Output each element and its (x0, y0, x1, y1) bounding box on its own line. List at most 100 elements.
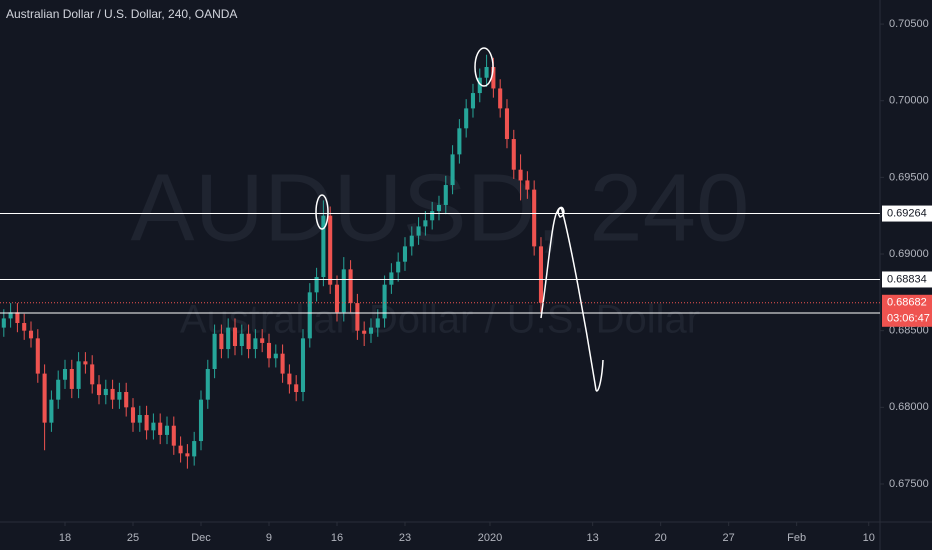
candle-body (246, 333, 251, 350)
candle-body (436, 204, 442, 212)
candle-body (498, 88, 503, 109)
candle-body (375, 318, 380, 328)
candle-body (457, 128, 462, 155)
candle-body (144, 414, 149, 431)
candle-body (382, 284, 387, 319)
x-tick-label: 23 (399, 532, 411, 544)
candle-body (416, 226, 421, 236)
candle-body (15, 312, 20, 324)
candle-body (117, 391, 122, 400)
candle-body (151, 422, 156, 431)
y-tick-label: 0.69000 (889, 248, 929, 260)
x-tick-label: 2020 (478, 532, 502, 544)
candle-body (396, 261, 401, 273)
candle-body (198, 399, 204, 442)
candle-body (273, 353, 278, 359)
candle-body (42, 373, 47, 423)
x-tick-label: Dec (191, 532, 211, 544)
candle-body (348, 269, 353, 304)
candle-body (56, 379, 61, 400)
x-tick-label: 10 (863, 532, 875, 544)
candle-body (232, 327, 238, 347)
candle-body (443, 185, 448, 205)
y-tick-label: 0.67500 (889, 478, 929, 490)
candle-body (69, 369, 74, 389)
candle-body (137, 414, 142, 423)
x-tick-label: 20 (655, 532, 667, 544)
candle-body (8, 312, 13, 319)
candle-body (294, 384, 299, 392)
hand-drawing (315, 47, 604, 392)
candle-body (423, 220, 428, 227)
x-tick-label: 25 (127, 532, 139, 544)
arrow-annotation (540, 206, 604, 392)
candle-body (477, 77, 482, 94)
price-label-box (882, 271, 932, 288)
y-tick-label: 0.68500 (889, 325, 929, 337)
candle-body (450, 154, 455, 186)
y-tick-label: 0.69500 (889, 171, 929, 183)
candle-body (430, 211, 435, 221)
candle-body (164, 425, 170, 435)
candle-body (192, 441, 197, 457)
candle-body (532, 189, 537, 247)
y-tick-label: 0.70500 (889, 18, 929, 30)
price-label: 0.68834 (887, 273, 927, 285)
candle-body (300, 338, 306, 392)
candle-body (158, 422, 163, 435)
candle-body (328, 215, 333, 285)
candle-body (484, 66, 489, 78)
candle-body (253, 338, 258, 350)
candle-body (103, 388, 108, 396)
candle-body (334, 284, 340, 313)
candle-body (185, 453, 190, 457)
candle-body (389, 272, 394, 285)
candle-body (368, 327, 374, 334)
candle-body (402, 246, 408, 262)
candle-body (49, 399, 54, 423)
circle-annotation (315, 194, 329, 230)
candle-body (518, 169, 523, 181)
candle-body (504, 108, 510, 140)
candle-body (110, 388, 115, 400)
candle-body (525, 180, 530, 190)
candle-body (22, 323, 27, 331)
candle-body (321, 215, 326, 278)
candle-body (239, 333, 244, 347)
x-tick-label: Feb (787, 532, 806, 544)
candle-body (362, 330, 367, 334)
candle-body (538, 246, 544, 303)
candle-body (511, 139, 516, 170)
candle-body (124, 391, 129, 408)
circle-annotation (474, 47, 494, 87)
y-tick-label: 0.68000 (889, 401, 929, 413)
candle-body (470, 93, 476, 109)
candle-body (355, 303, 360, 331)
last-price-label: 0.68682 (887, 297, 927, 309)
candle-body (212, 333, 217, 370)
candle-body (287, 373, 292, 385)
candle-body (90, 364, 95, 385)
candle-body (307, 292, 312, 339)
candle-body (464, 108, 469, 129)
candle-body (266, 342, 272, 359)
candle-body (28, 330, 34, 339)
y-tick-label: 0.70000 (889, 95, 929, 107)
countdown: 03:06:47 (887, 313, 930, 325)
chart-title: Australian Dollar / U.S. Dollar, 240, OA… (6, 7, 237, 21)
candle-body (491, 66, 496, 89)
last-price-box (882, 294, 932, 327)
candle-body (280, 353, 285, 374)
price-label: 0.69264 (887, 207, 927, 219)
candle-body (130, 407, 136, 423)
x-tick-label: 13 (587, 532, 599, 544)
candle-body (314, 277, 319, 293)
candle-body (62, 369, 68, 380)
candle-body (96, 384, 102, 396)
x-tick-label: 16 (331, 532, 343, 544)
candle-body (260, 338, 265, 343)
candle-body (341, 269, 346, 313)
candle-body (171, 425, 176, 446)
x-tick-label: 9 (266, 532, 272, 544)
